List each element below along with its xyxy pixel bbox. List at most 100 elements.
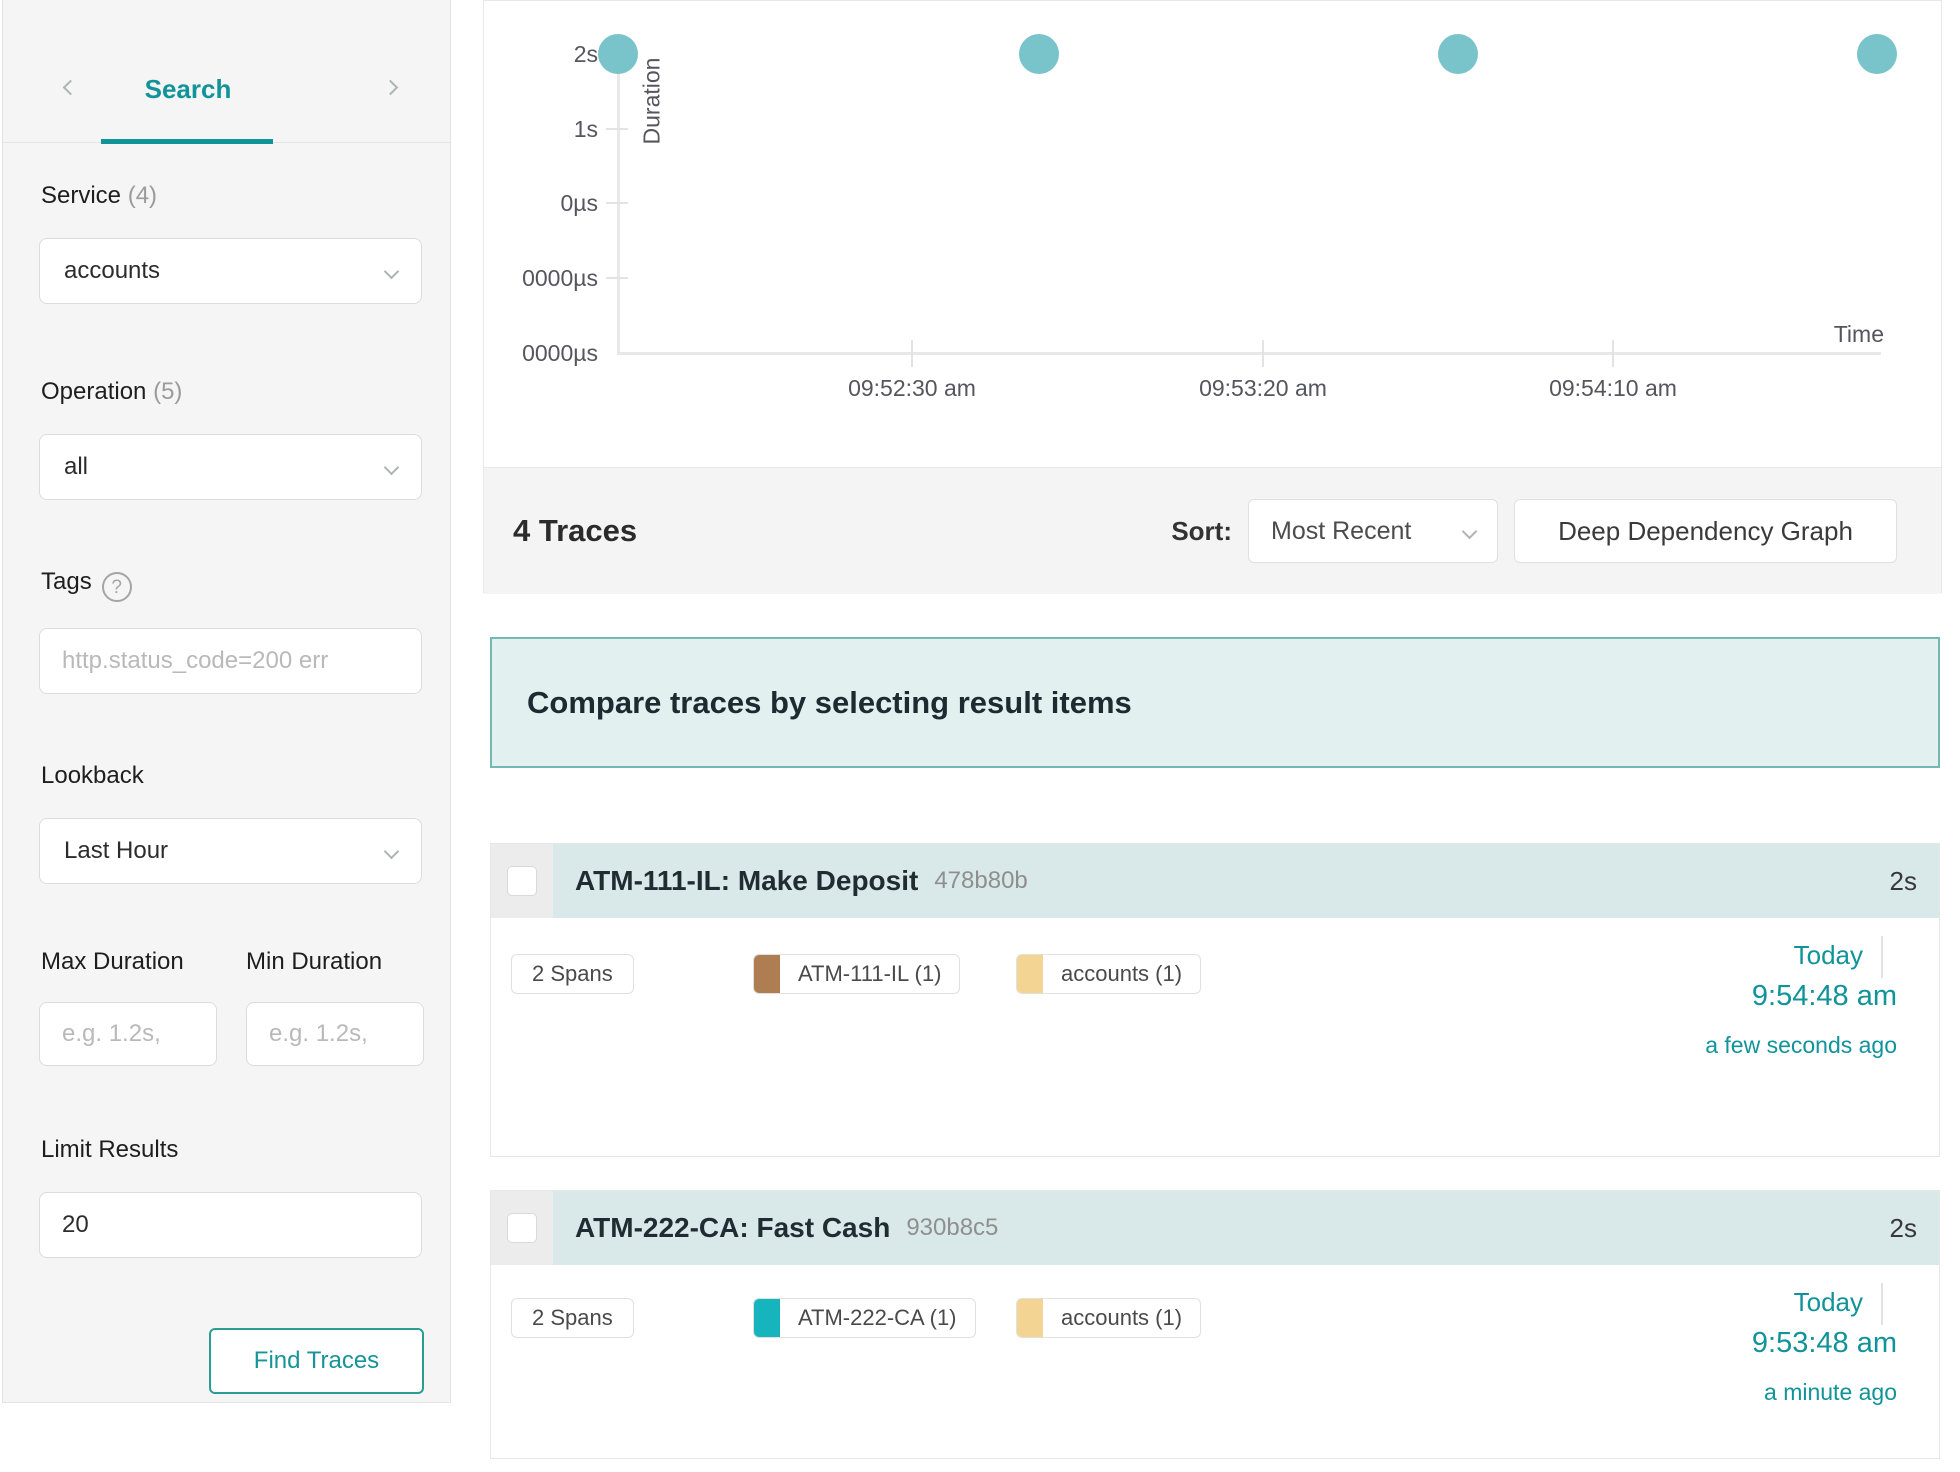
- service-count: (4): [127, 182, 158, 209]
- trace-timestamp[interactable]: 9:53:48 am: [1751, 1327, 1897, 1359]
- trace-point[interactable]: [598, 34, 638, 74]
- find-traces-button[interactable]: Find Traces: [209, 1328, 424, 1394]
- lookback-select-value: Last Hour: [64, 837, 169, 864]
- trace-duration: 2s: [1889, 1212, 1917, 1243]
- tab-active-underline: [101, 139, 273, 144]
- limit-results-input[interactable]: [39, 1192, 422, 1258]
- y-tick-label: 0000µs: [522, 340, 598, 366]
- trace-point[interactable]: [1438, 34, 1478, 74]
- checkbox-cell: [491, 844, 553, 918]
- trace-card-header[interactable]: ATM-222-CA: Fast Cash 930b8c5 2s: [491, 1191, 1939, 1265]
- trace-duration: 2s: [1889, 865, 1917, 896]
- y-tick-label: 1s: [573, 116, 598, 142]
- lookback-select[interactable]: Last Hour: [39, 818, 422, 884]
- service-label: Service (4): [41, 182, 158, 209]
- sidebar-tab-bar: Search: [3, 0, 450, 144]
- x-tick-mark: [911, 340, 913, 367]
- y-axis-line: [617, 54, 620, 355]
- compare-banner-text: Compare traces by selecting result items: [527, 684, 1132, 720]
- trace-header-main: ATM-111-IL: Make Deposit 478b80b 2s: [553, 844, 1939, 918]
- trace-relative-time[interactable]: a few seconds ago: [1705, 1032, 1897, 1058]
- trace-date: Today: [1637, 936, 1897, 978]
- x-axis-title: Time: [1833, 321, 1884, 347]
- trace-title: ATM-222-CA: Fast Cash: [575, 1212, 891, 1243]
- y-tick-mark: [606, 128, 628, 130]
- y-tick-mark: [606, 202, 628, 204]
- lookback-label: Lookback: [41, 762, 144, 789]
- search-sidebar: Search Service (4) accounts Operation (5…: [2, 0, 451, 1403]
- trace-time-column: Today 9:53:48 am a minute ago: [1637, 1283, 1897, 1413]
- trace-relative-time[interactable]: a minute ago: [1764, 1379, 1897, 1405]
- chevron-down-icon: [1461, 523, 1478, 539]
- service-tag: accounts (1): [1016, 954, 1202, 994]
- service-tag-label: accounts (1): [1061, 1305, 1183, 1330]
- max-duration-label: Max Duration: [41, 948, 184, 975]
- service-tag: accounts (1): [1016, 1298, 1202, 1338]
- service-color-block: [754, 955, 780, 993]
- x-axis-line: [617, 352, 1881, 355]
- operation-select[interactable]: all: [39, 434, 422, 500]
- trace-point[interactable]: [1019, 34, 1059, 74]
- sort-select[interactable]: Most Recent: [1248, 499, 1498, 563]
- deep-dependency-graph-button[interactable]: Deep Dependency Graph: [1514, 499, 1897, 563]
- checkbox-cell: [491, 1191, 553, 1265]
- chevron-right-icon[interactable]: [382, 79, 399, 96]
- service-tag: ATM-111-IL (1): [753, 954, 961, 994]
- trace-point[interactable]: [1857, 34, 1897, 74]
- operation-count: (5): [153, 378, 183, 405]
- service-select[interactable]: accounts: [39, 238, 422, 304]
- service-tag-label: ATM-111-IL (1): [798, 961, 942, 986]
- help-icon[interactable]: ?: [101, 572, 132, 602]
- service-color-block: [1017, 1299, 1043, 1337]
- trace-card-body: 2 Spans ATM-222-CA (1) accounts (1) Toda…: [491, 1265, 1939, 1458]
- y-tick-label: 0µs: [560, 190, 598, 216]
- trace-id: 930b8c5: [906, 1214, 999, 1241]
- compare-banner: Compare traces by selecting result items: [490, 637, 1940, 768]
- service-color-block: [1017, 955, 1043, 993]
- x-tick-label: 09:52:30 am: [848, 375, 976, 401]
- max-duration-input[interactable]: [39, 1002, 217, 1066]
- sort-label: Sort:: [1171, 515, 1232, 546]
- sort-select-value: Most Recent: [1271, 516, 1412, 545]
- x-tick-label: 09:54:10 am: [1549, 375, 1677, 401]
- trace-count: 4 Traces: [513, 513, 638, 548]
- operation-label: Operation (5): [41, 378, 183, 405]
- chevron-left-icon[interactable]: [62, 79, 79, 96]
- service-tag: ATM-222-CA (1): [753, 1298, 976, 1338]
- trace-header-main: ATM-222-CA: Fast Cash 930b8c5 2s: [553, 1191, 1939, 1265]
- trace-id: 478b80b: [934, 867, 1028, 894]
- tab-search[interactable]: Search: [144, 74, 232, 104]
- tags-label: Tags?: [41, 568, 132, 602]
- duration-scatter-panel: 2s 1s 0µs 0000µs 0000µs 09:52:30 am 09:5…: [483, 0, 1942, 594]
- operation-select-value: all: [64, 453, 89, 480]
- service-select-value: accounts: [64, 257, 161, 284]
- chevron-down-icon: [383, 843, 400, 859]
- trace-card-body: 2 Spans ATM-111-IL (1) accounts (1) Toda…: [491, 918, 1939, 1156]
- trace-checkbox[interactable]: [507, 1213, 537, 1243]
- x-tick-mark: [1612, 340, 1614, 367]
- min-duration-input[interactable]: [246, 1002, 424, 1066]
- trace-timestamp[interactable]: 9:54:48 am: [1751, 980, 1897, 1012]
- service-tag-label: accounts (1): [1061, 961, 1183, 986]
- min-duration-label: Min Duration: [246, 948, 383, 975]
- service-tag-label: ATM-222-CA (1): [798, 1305, 957, 1330]
- trace-title: ATM-111-IL: Make Deposit: [575, 865, 919, 896]
- trace-time-column: Today 9:54:48 am a few seconds ago: [1637, 936, 1897, 1066]
- span-count-pill: 2 Spans: [511, 954, 634, 994]
- trace-result-card: ATM-222-CA: Fast Cash 930b8c5 2s 2 Spans…: [490, 1190, 1940, 1459]
- y-tick-label: 0000µs: [522, 265, 598, 291]
- y-tick-label: 2s: [573, 41, 598, 67]
- trace-date: Today: [1637, 1283, 1897, 1325]
- trace-card-header[interactable]: ATM-111-IL: Make Deposit 478b80b 2s: [491, 844, 1939, 918]
- x-tick-mark: [1262, 340, 1264, 367]
- chevron-down-icon: [383, 459, 400, 475]
- chevron-down-icon: [383, 263, 400, 279]
- trace-checkbox[interactable]: [507, 866, 537, 896]
- limit-results-label: Limit Results: [41, 1136, 179, 1163]
- x-tick-label: 09:53:20 am: [1199, 375, 1327, 401]
- span-count-pill: 2 Spans: [511, 1298, 634, 1338]
- service-color-block: [754, 1299, 780, 1337]
- y-axis-title: Duration: [638, 57, 665, 145]
- tags-input[interactable]: [39, 628, 422, 694]
- y-tick-mark: [606, 277, 628, 279]
